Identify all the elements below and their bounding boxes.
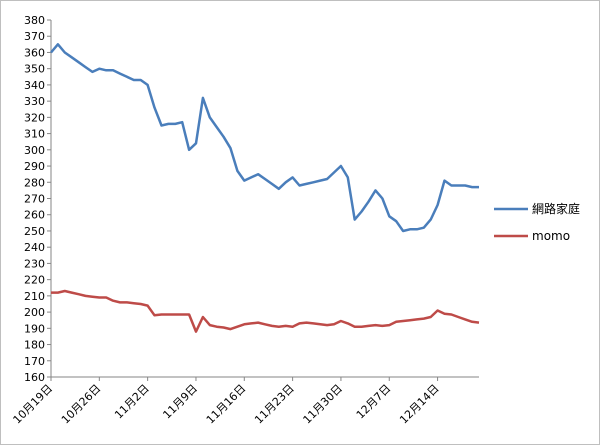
y-tick-label: 270	[24, 193, 45, 206]
x-tick-label: 11月2日	[112, 382, 152, 422]
y-tick-label: 200	[24, 306, 45, 319]
x-tick-label: 10月26日	[59, 382, 104, 427]
y-tick-label: 380	[24, 14, 45, 27]
y-tick-label: 160	[24, 371, 45, 384]
y-tick-label: 350	[24, 63, 45, 76]
series-line-0	[50, 43, 479, 233]
y-tick-label: 320	[24, 111, 45, 124]
legend-label-series-0: 網路家庭	[532, 201, 580, 216]
y-tick-label: 290	[24, 160, 45, 173]
x-tick-label: 11月30日	[301, 382, 346, 427]
y-tick-label: 210	[24, 290, 45, 303]
x-tick-label: 11月16日	[204, 382, 249, 427]
x-tick-label: 10月19日	[11, 382, 56, 427]
y-tick-label: 340	[24, 79, 45, 92]
legend-label-series-1: momo	[532, 229, 570, 243]
y-tick-label: 260	[24, 209, 45, 222]
y-tick-label: 190	[24, 322, 45, 335]
x-axis-ticks: 10月19日 10月26日 11月2日 11月9日 11月16日 11月23日 11月30日…	[11, 377, 442, 426]
x-tick-label: 12月7日	[354, 382, 394, 422]
x-tick-label: 12月14日	[397, 382, 442, 427]
y-tick-label: 240	[24, 241, 45, 254]
y-tick-label: 310	[24, 128, 45, 141]
y-tick-label: 280	[24, 176, 45, 189]
series-line-1	[51, 289, 480, 333]
y-tick-label: 370	[24, 30, 45, 43]
y-tick-label: 220	[24, 274, 45, 287]
y-tick-label: 230	[24, 257, 45, 270]
x-tick-label: 11月23日	[252, 382, 297, 427]
y-tick-label: 170	[24, 355, 45, 368]
y-tick-label: 180	[24, 339, 45, 352]
y-tick-label: 300	[24, 144, 45, 157]
y-tick-label: 250	[24, 225, 45, 238]
y-tick-label: 330	[24, 95, 45, 108]
series-lines	[50, 43, 480, 333]
x-tick-label: 11月9日	[160, 382, 200, 422]
y-tick-label: 360	[24, 46, 45, 59]
legend: 網路家庭 momo	[494, 201, 580, 243]
y-axis-ticks: 160 170 180 190 200 210 220 230 240 250 260 270 280 2…	[24, 14, 51, 384]
